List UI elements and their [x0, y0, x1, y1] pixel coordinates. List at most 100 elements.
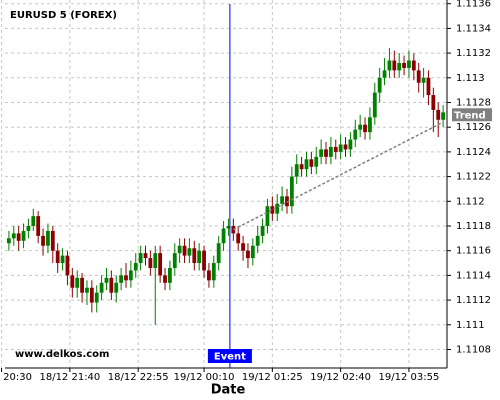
candle-body: [31, 216, 36, 226]
y-tick-label: 1.1116: [456, 246, 491, 257]
candle-body: [46, 230, 50, 246]
candle-body: [416, 70, 421, 83]
candle-body: [280, 196, 285, 204]
candle-body: [104, 277, 109, 283]
candle-body: [70, 275, 75, 288]
x-tick-label: 19/12 01:25: [242, 372, 303, 383]
candle-body: [309, 159, 314, 167]
candle-body: [289, 176, 294, 207]
candle-body: [436, 109, 441, 120]
candle-body: [231, 225, 236, 234]
y-tick-label: 1.1114: [456, 270, 491, 281]
x-tick-label: 18/12 20:30: [0, 372, 32, 383]
y-tick-label: 1.1128: [456, 97, 491, 108]
candle-body: [163, 275, 167, 283]
candle-body: [304, 159, 309, 170]
candle-body: [138, 253, 143, 264]
y-tick-label: 1.1132: [456, 48, 491, 59]
y-tick-label: 1.1122: [456, 172, 491, 183]
candle-body: [368, 117, 372, 133]
y-tick-label: 1.1112: [456, 295, 491, 306]
chart-title: EURUSD 5 (FOREX): [10, 10, 117, 21]
candle-body: [124, 275, 128, 281]
x-tick-label: 19/12 00:10: [174, 372, 235, 383]
candle-body: [333, 146, 338, 152]
candle-body: [260, 225, 265, 236]
x-tick-label: 18/12 21:40: [39, 372, 100, 383]
candle-body: [377, 77, 382, 93]
candle-body: [285, 196, 289, 207]
candle-body: [255, 235, 260, 246]
candle-body: [236, 233, 241, 244]
y-tick-label: 1.1124: [456, 147, 491, 158]
candle-body: [187, 248, 192, 256]
candle-body: [358, 124, 363, 130]
candle-body: [241, 243, 245, 251]
candle-body: [382, 70, 387, 78]
candle-body: [265, 206, 270, 226]
candle-body: [397, 62, 402, 71]
candle-body: [65, 255, 70, 276]
candle-body: [363, 124, 367, 133]
candle-body: [85, 287, 89, 293]
x-tick-label: 19/12 02:40: [310, 372, 371, 383]
candle-body: [402, 62, 406, 68]
candle-body: [94, 292, 99, 303]
candle-body: [143, 253, 148, 259]
candle-body: [148, 258, 153, 268]
candle-body: [441, 112, 445, 120]
candle-body: [21, 230, 26, 241]
candle-body: [328, 146, 333, 157]
candle-body: [177, 245, 182, 254]
candle-body: [299, 164, 304, 170]
x-axis-title: Date: [211, 383, 246, 398]
candle-body: [133, 263, 138, 271]
candle-body: [182, 245, 187, 256]
plot-area: [7, 48, 445, 325]
candle-body: [411, 60, 416, 71]
candle-body: [426, 77, 431, 96]
candle-body: [158, 253, 163, 276]
candle-body: [211, 263, 216, 281]
event-label-box: [207, 349, 252, 363]
candle-body: [407, 60, 411, 68]
candle-body: [314, 156, 319, 167]
candle-body: [221, 228, 226, 244]
candle-body: [250, 245, 255, 259]
candle-body: [119, 275, 124, 283]
candle-body: [226, 225, 231, 229]
candle-body: [338, 144, 343, 152]
candle-body: [275, 203, 280, 214]
y-tick-label: 1.1108: [456, 344, 491, 355]
candle-body: [153, 253, 158, 268]
y-tick-label: 1.1136: [456, 0, 491, 10]
candle-body: [392, 60, 397, 71]
candle-body: [89, 287, 94, 303]
candle-body: [36, 216, 41, 236]
candle-body: [109, 277, 114, 293]
watermark: www.delkos.com: [15, 349, 109, 360]
y-tick-label: 1.1118: [456, 221, 491, 232]
candle-body: [431, 95, 436, 110]
y-tick-label: 1.1126: [456, 122, 491, 133]
candle-body: [197, 250, 202, 264]
candle-body: [343, 144, 348, 150]
candle-body: [353, 129, 358, 140]
candle-body: [60, 255, 65, 264]
candle-body: [75, 277, 80, 288]
candle-body: [172, 253, 177, 268]
candle-body: [16, 233, 21, 241]
candle-body: [41, 235, 45, 246]
candle-body: [192, 248, 197, 264]
y-tick-label: 1.112: [456, 196, 485, 207]
trend-label-box: [452, 108, 492, 122]
candle-body: [99, 282, 104, 293]
event-label: Event: [214, 352, 246, 363]
candle-body: [387, 60, 392, 71]
candle-body: [421, 77, 426, 83]
candle-body: [324, 149, 328, 157]
candle-body: [167, 267, 172, 283]
candle-body: [114, 282, 119, 293]
